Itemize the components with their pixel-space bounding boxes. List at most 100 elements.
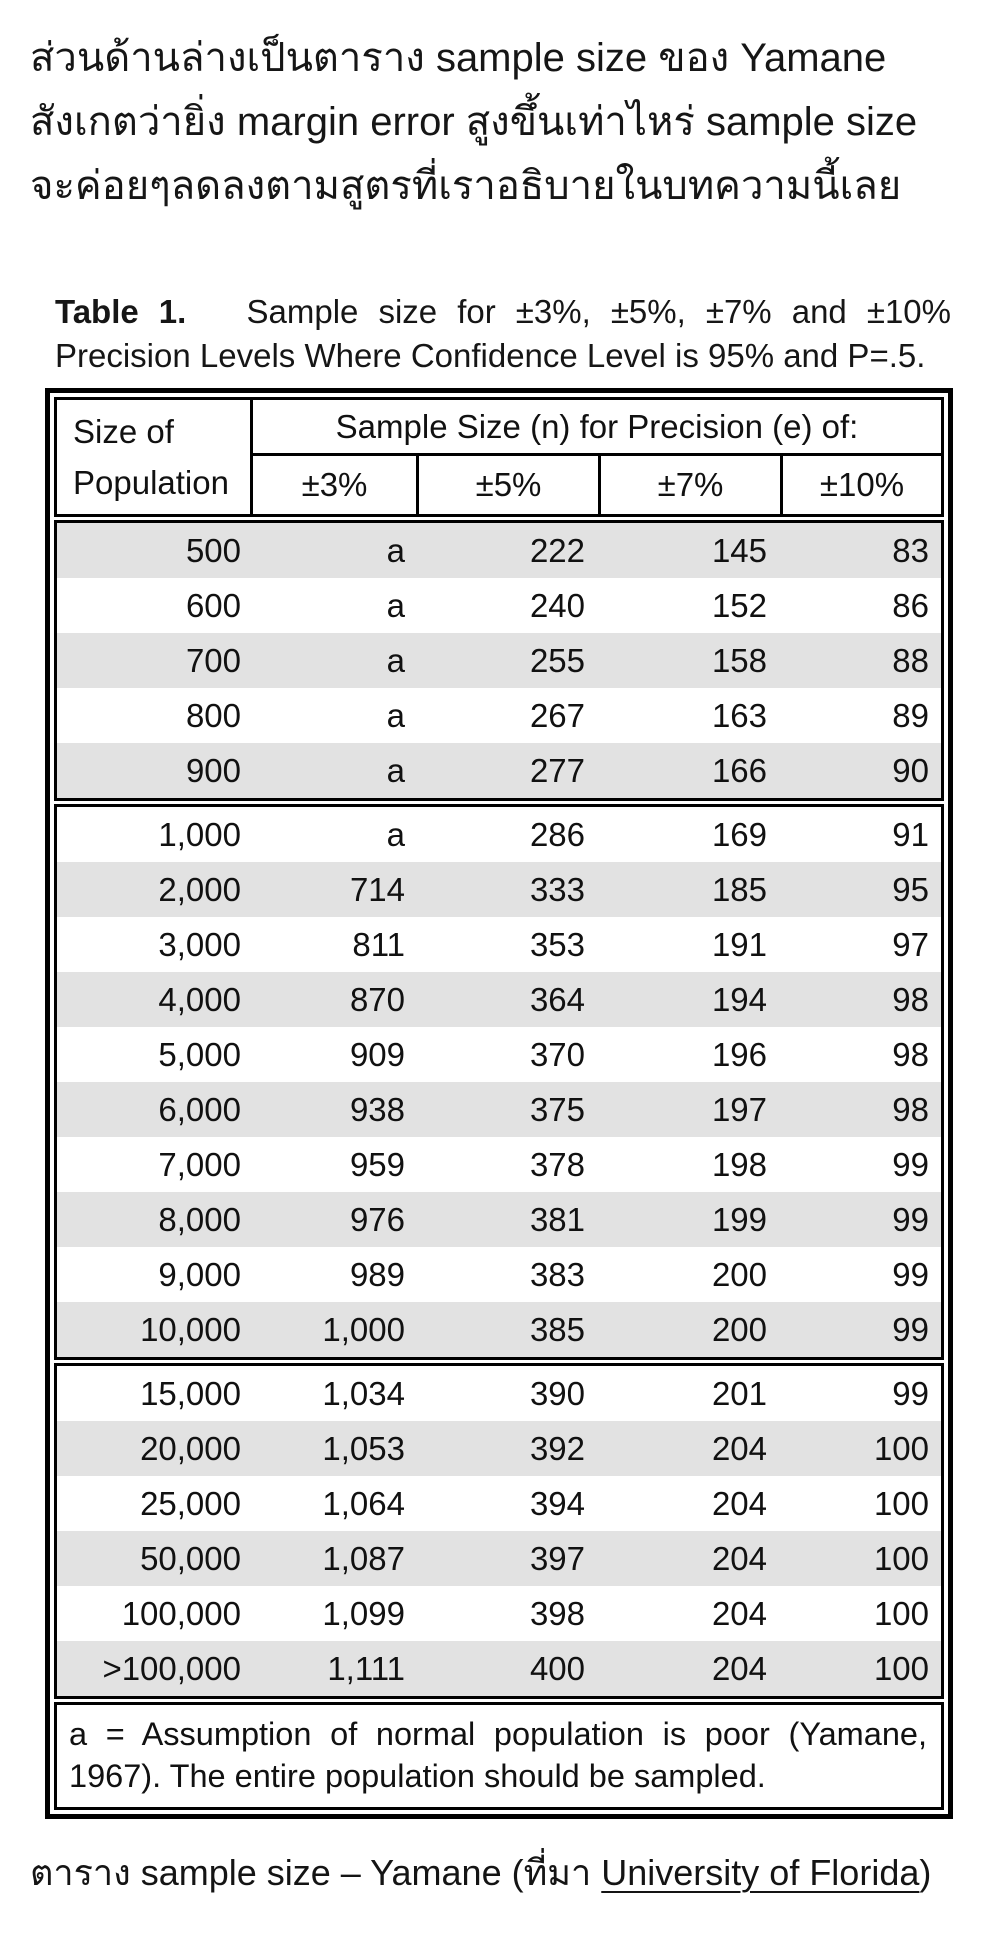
header-population-line1: Size of: [73, 412, 174, 450]
sample-size-cell: 255: [529, 641, 585, 679]
sample-size-cell: 1,099: [322, 1594, 405, 1632]
sample-size-cell: 204: [711, 1649, 767, 1687]
sample-size-cell: 714: [349, 870, 405, 908]
intro-line: ส่วนด้านล่างเป็นตาราง sample size ของ Ya…: [30, 36, 887, 80]
table-title: Table 1. Sample size for ±3%, ±5%, ±7% a…: [55, 290, 951, 378]
sample-size-cell: a: [386, 751, 405, 789]
sample-size-cell: 100: [873, 1649, 929, 1687]
sample-size-cell: 392: [529, 1429, 585, 1467]
table-row: 15,000 1,034 390 201 99: [57, 1366, 941, 1421]
sample-size-cell: 83: [892, 531, 929, 569]
sample-size-cell: 976: [349, 1200, 405, 1238]
sample-size-cell: 240: [529, 586, 585, 624]
sample-size-cell: 989: [349, 1255, 405, 1293]
sample-size-cell: 381: [529, 1200, 585, 1238]
population-size-cell: 700: [185, 641, 241, 679]
sample-size-cell: a: [386, 586, 405, 624]
header-precision-10: ±10%: [819, 466, 905, 503]
sample-size-cell: a: [386, 815, 405, 853]
sample-size-cell: 86: [892, 586, 929, 624]
sample-size-cell: 166: [711, 751, 767, 789]
intro-line: จะค่อยๆลดลงตามสูตรที่เราอธิบายในบทความนี…: [30, 164, 902, 208]
sample-size-cell: 98: [892, 1090, 929, 1128]
population-size-cell: 15,000: [140, 1374, 241, 1412]
sample-size-cell: 91: [892, 815, 929, 853]
population-size-cell: 5,000: [158, 1035, 241, 1073]
sample-size-cell: 99: [892, 1255, 929, 1293]
intro-line: สังเกตว่ายิ่ง margin error สูงขึ้นเท่าไห…: [30, 100, 918, 144]
sample-size-cell: a: [386, 696, 405, 734]
sample-size-cell: 375: [529, 1090, 585, 1128]
table-row: 6,000 938 375 197 98: [57, 1082, 941, 1137]
sample-size-cell: 100: [873, 1484, 929, 1522]
table-row: 3,000 811 353 191 97: [57, 917, 941, 972]
sample-size-cell: 185: [711, 870, 767, 908]
table-body-block-2: 1,000 a 286 169 91 2,000 714 333 185 95 3,000 811 35…: [54, 804, 944, 1360]
table-row: 900 a 277 166 90: [57, 743, 941, 798]
table-row: 20,000 1,053 392 204 100: [57, 1421, 941, 1476]
population-size-cell: 1,000: [158, 815, 241, 853]
sample-size-cell: 938: [349, 1090, 405, 1128]
table-title-label: Table 1.: [55, 293, 187, 330]
sample-size-cell: 99: [892, 1200, 929, 1238]
sample-size-cell: 385: [529, 1310, 585, 1348]
caption-prefix: ตาราง sample size – Yamane (ที่มา: [30, 1852, 602, 1893]
sample-size-cell: 394: [529, 1484, 585, 1522]
table-row: 50,000 1,087 397 204 100: [57, 1531, 941, 1586]
sample-size-cell: 158: [711, 641, 767, 679]
table-title-text: Sample size for ±3%, ±5%, ±7% and ±10% P…: [55, 293, 951, 374]
sample-size-cell: 99: [892, 1310, 929, 1348]
header-population-line2: Population: [73, 463, 229, 501]
sample-size-cell: 811: [352, 925, 405, 963]
sample-size-cell: 1,064: [322, 1484, 405, 1522]
table-row: 700 a 255 158 88: [57, 633, 941, 688]
table-row: 4,000 870 364 194 98: [57, 972, 941, 1027]
table-row: 25,000 1,064 394 204 100: [57, 1476, 941, 1531]
sample-size-cell: 201: [711, 1374, 767, 1412]
sample-size-cell: 152: [711, 586, 767, 624]
population-size-cell: 6,000: [158, 1090, 241, 1128]
sample-size-cell: 100: [873, 1594, 929, 1632]
sample-size-cell: 99: [892, 1374, 929, 1412]
table-footnote: a = Assumption of normal population is p…: [54, 1702, 944, 1810]
table-header: Size of Population Sample Size (n) for P…: [54, 397, 944, 517]
sample-size-cell: 98: [892, 980, 929, 1018]
sample-size-cell: 909: [349, 1035, 405, 1073]
population-size-cell: >100,000: [102, 1649, 241, 1687]
sample-size-cell: a: [386, 531, 405, 569]
caption-suffix: ): [919, 1852, 932, 1893]
population-size-cell: 10,000: [140, 1310, 241, 1348]
sample-size-cell: 1,000: [322, 1310, 405, 1348]
sample-size-cell: 390: [529, 1374, 585, 1412]
sample-size-cell: 97: [892, 925, 929, 963]
population-size-cell: 100,000: [121, 1594, 241, 1632]
intro-paragraph: ส่วนด้านล่างเป็นตาราง sample size ของ Ya…: [30, 26, 971, 218]
sample-size-cell: 378: [529, 1145, 585, 1183]
population-size-cell: 600: [185, 586, 241, 624]
sample-size-cell: 200: [711, 1255, 767, 1293]
sample-size-cell: 98: [892, 1035, 929, 1073]
table-row: 2,000 714 333 185 95: [57, 862, 941, 917]
table-row: 1,000 a 286 169 91: [57, 807, 941, 862]
population-size-cell: 800: [185, 696, 241, 734]
sample-size-cell: 169: [711, 815, 767, 853]
table-row: 600 a 240 152 86: [57, 578, 941, 633]
sample-size-cell: 191: [711, 925, 767, 963]
table-body-block-1: 500 a 222 145 83 600 a 240 152 86 700 a 255 158 88 800 a…: [54, 520, 944, 801]
sample-size-table: Size of Population Sample Size (n) for P…: [45, 388, 953, 1819]
sample-size-cell: 95: [892, 870, 929, 908]
table-row: 7,000 959 378 198 99: [57, 1137, 941, 1192]
sample-size-cell: 200: [711, 1310, 767, 1348]
population-size-cell: 8,000: [158, 1200, 241, 1238]
sample-size-cell: a: [386, 641, 405, 679]
caption-source-link[interactable]: University of Florida: [601, 1852, 920, 1893]
table-body-block-3: 15,000 1,034 390 201 99 20,000 1,053 392 204 100 2…: [54, 1363, 944, 1699]
header-population-cell: Size of Population: [57, 400, 253, 514]
table-row: 5,000 909 370 196 98: [57, 1027, 941, 1082]
sample-size-cell: 370: [529, 1035, 585, 1073]
sample-size-cell: 353: [529, 925, 585, 963]
population-size-cell: 3,000: [158, 925, 241, 963]
image-caption: ตาราง sample size – Yamane (ที่มา Univer…: [30, 1849, 969, 1897]
population-size-cell: 900: [185, 751, 241, 789]
header-span-cell: Sample Size (n) for Precision (e) of:: [253, 400, 941, 456]
